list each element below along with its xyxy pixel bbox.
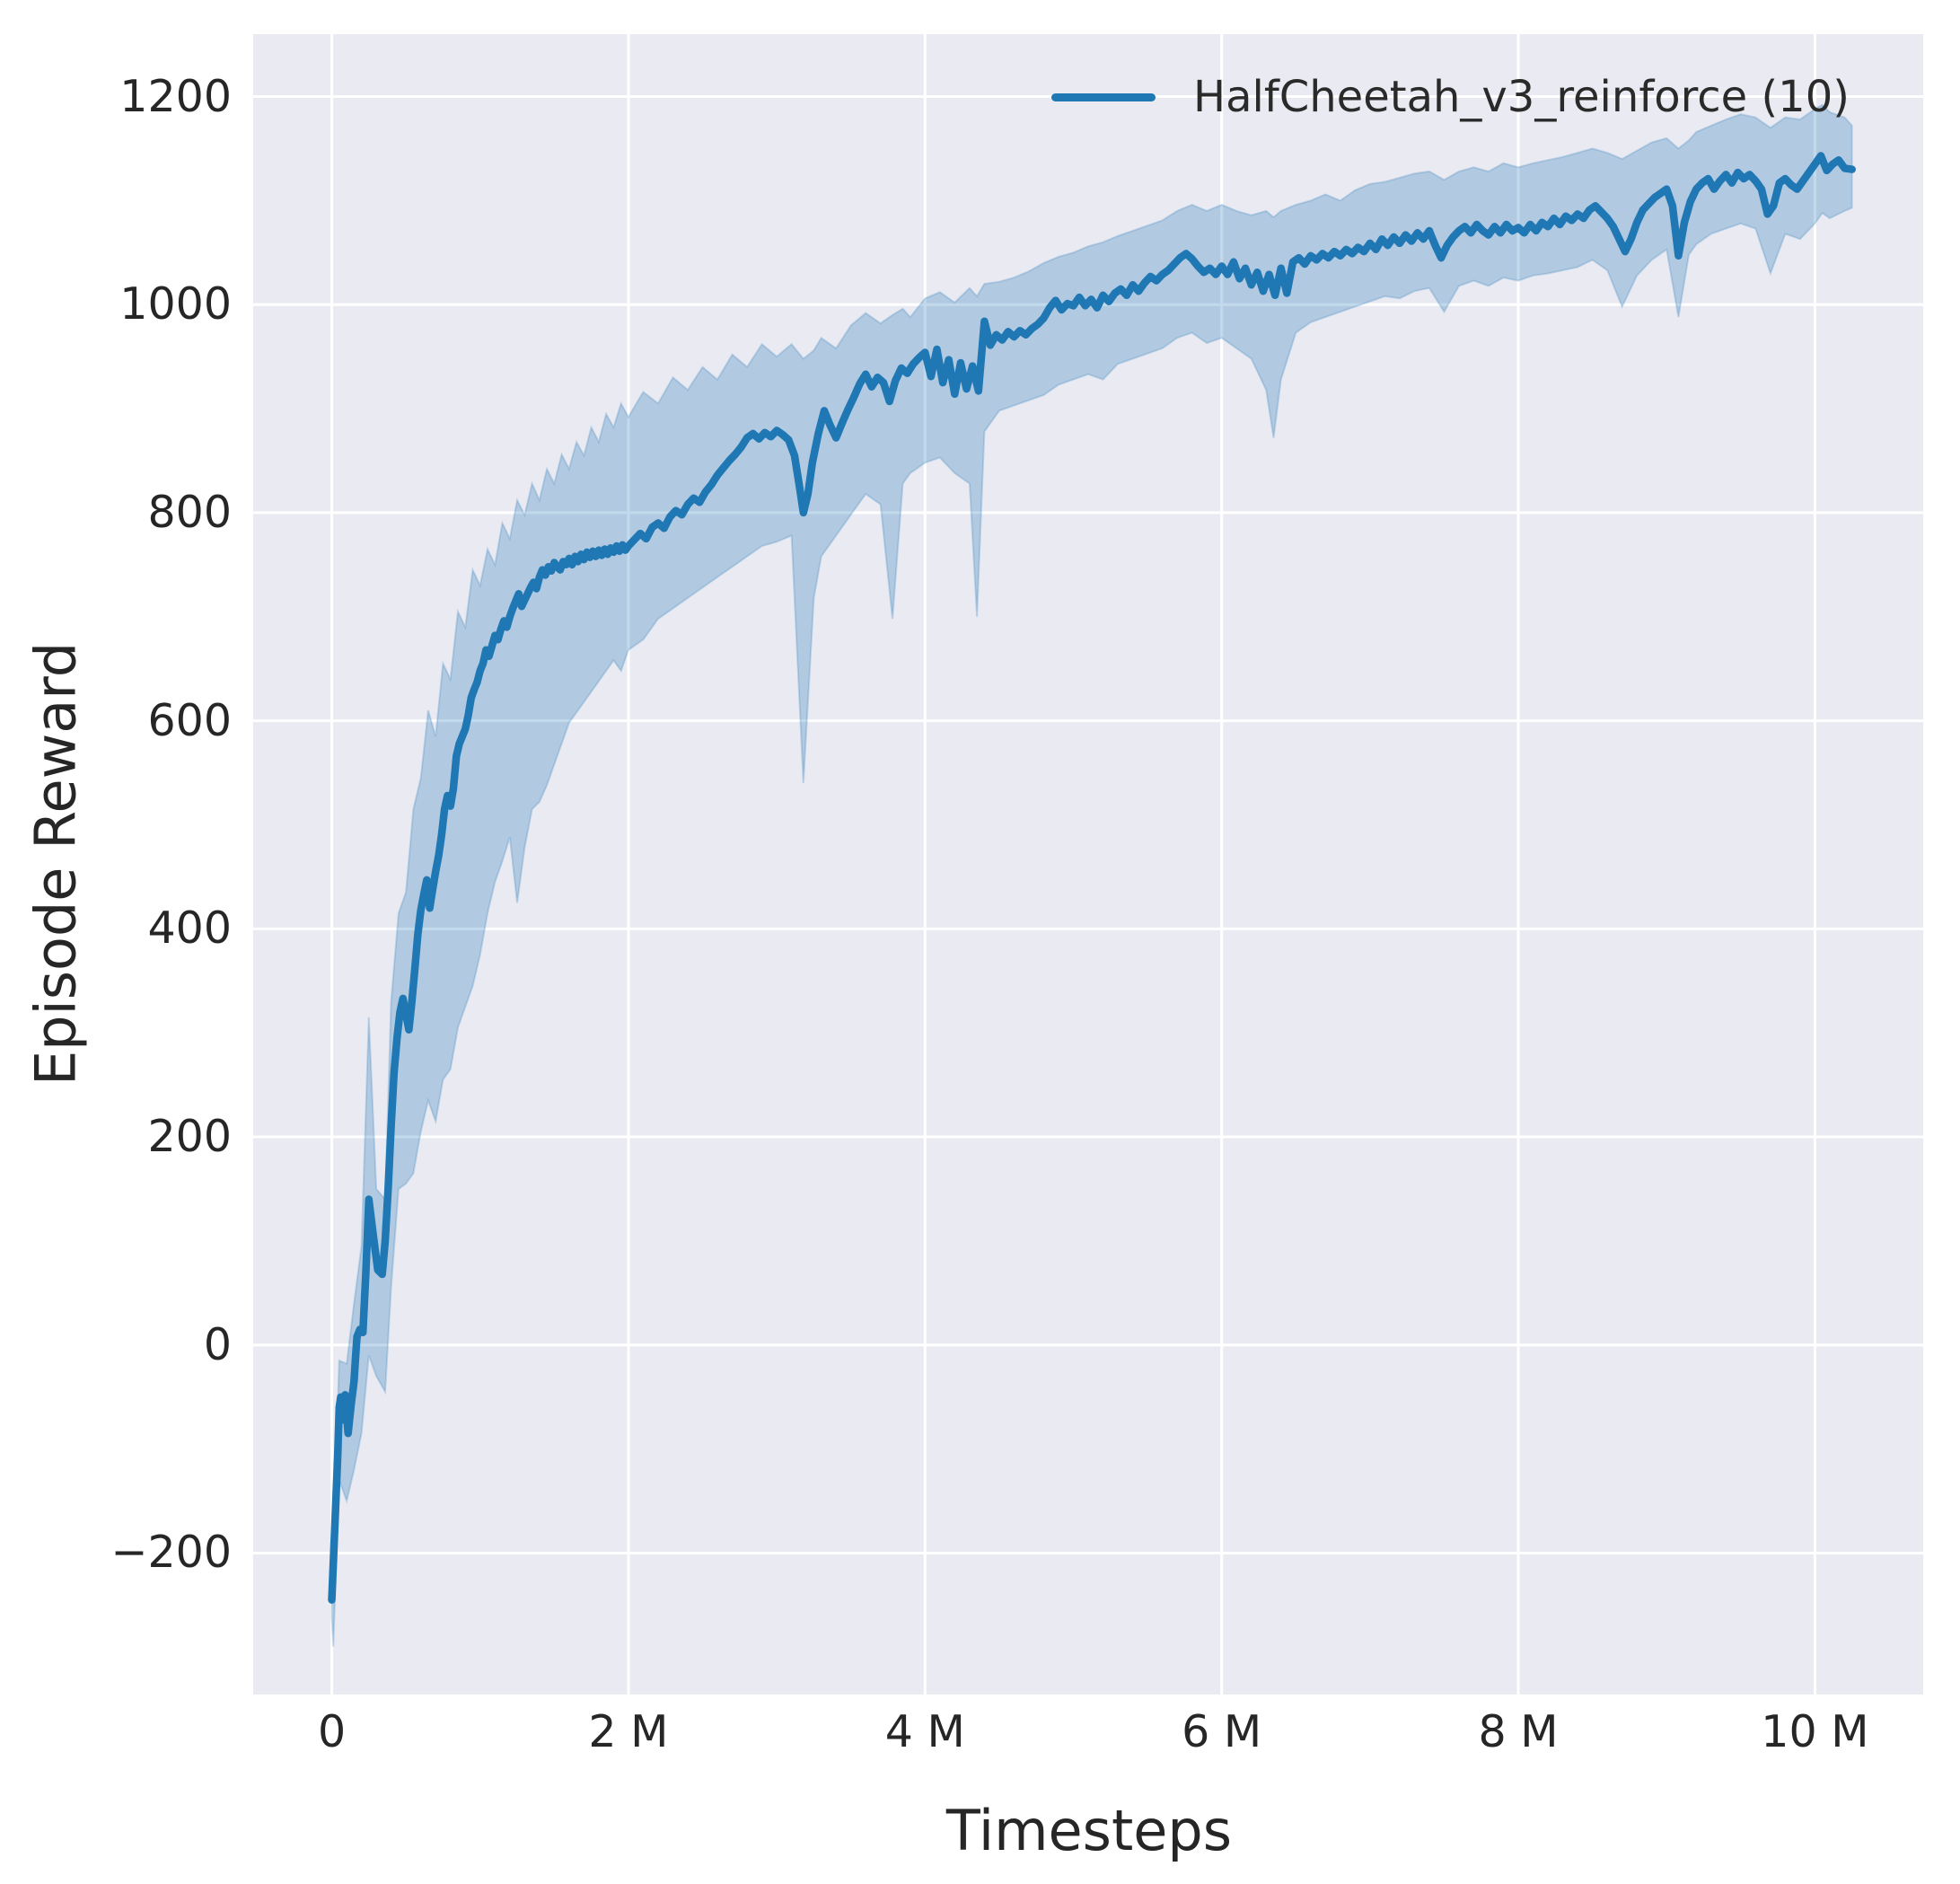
legend: HalfCheetah_v3_reinforce (10) xyxy=(1051,61,1850,133)
y-tick-label: 200 xyxy=(147,1111,232,1163)
confidence-band xyxy=(330,103,1853,1647)
mean-reward-line xyxy=(328,152,1856,1604)
y-tick-label: 0 xyxy=(203,1318,232,1370)
y-tick-label: 600 xyxy=(147,694,232,746)
y-tick-label: −200 xyxy=(110,1527,232,1579)
x-axis-label: Timesteps xyxy=(945,1798,1233,1863)
x-tick-label: 6 M xyxy=(1182,1706,1262,1757)
x-tick-label: 0 xyxy=(317,1706,347,1757)
x-tick-label: 4 M xyxy=(884,1706,965,1757)
y-tick-label: 800 xyxy=(147,486,232,538)
legend-label: HalfCheetah_v3_reinforce (10) xyxy=(1193,72,1850,122)
y-tick-label: 400 xyxy=(147,902,232,955)
y-axis-label: Episode Reward xyxy=(22,641,89,1087)
y-tick-label: 1200 xyxy=(119,70,232,122)
x-tick-label: 2 M xyxy=(588,1706,669,1757)
legend-line-swatch xyxy=(1051,92,1156,101)
y-tick-label: 1000 xyxy=(119,278,232,330)
x-tick-label: 10 M xyxy=(1761,1706,1869,1757)
plot-area xyxy=(253,34,1923,1695)
x-tick-label: 8 M xyxy=(1478,1706,1559,1757)
